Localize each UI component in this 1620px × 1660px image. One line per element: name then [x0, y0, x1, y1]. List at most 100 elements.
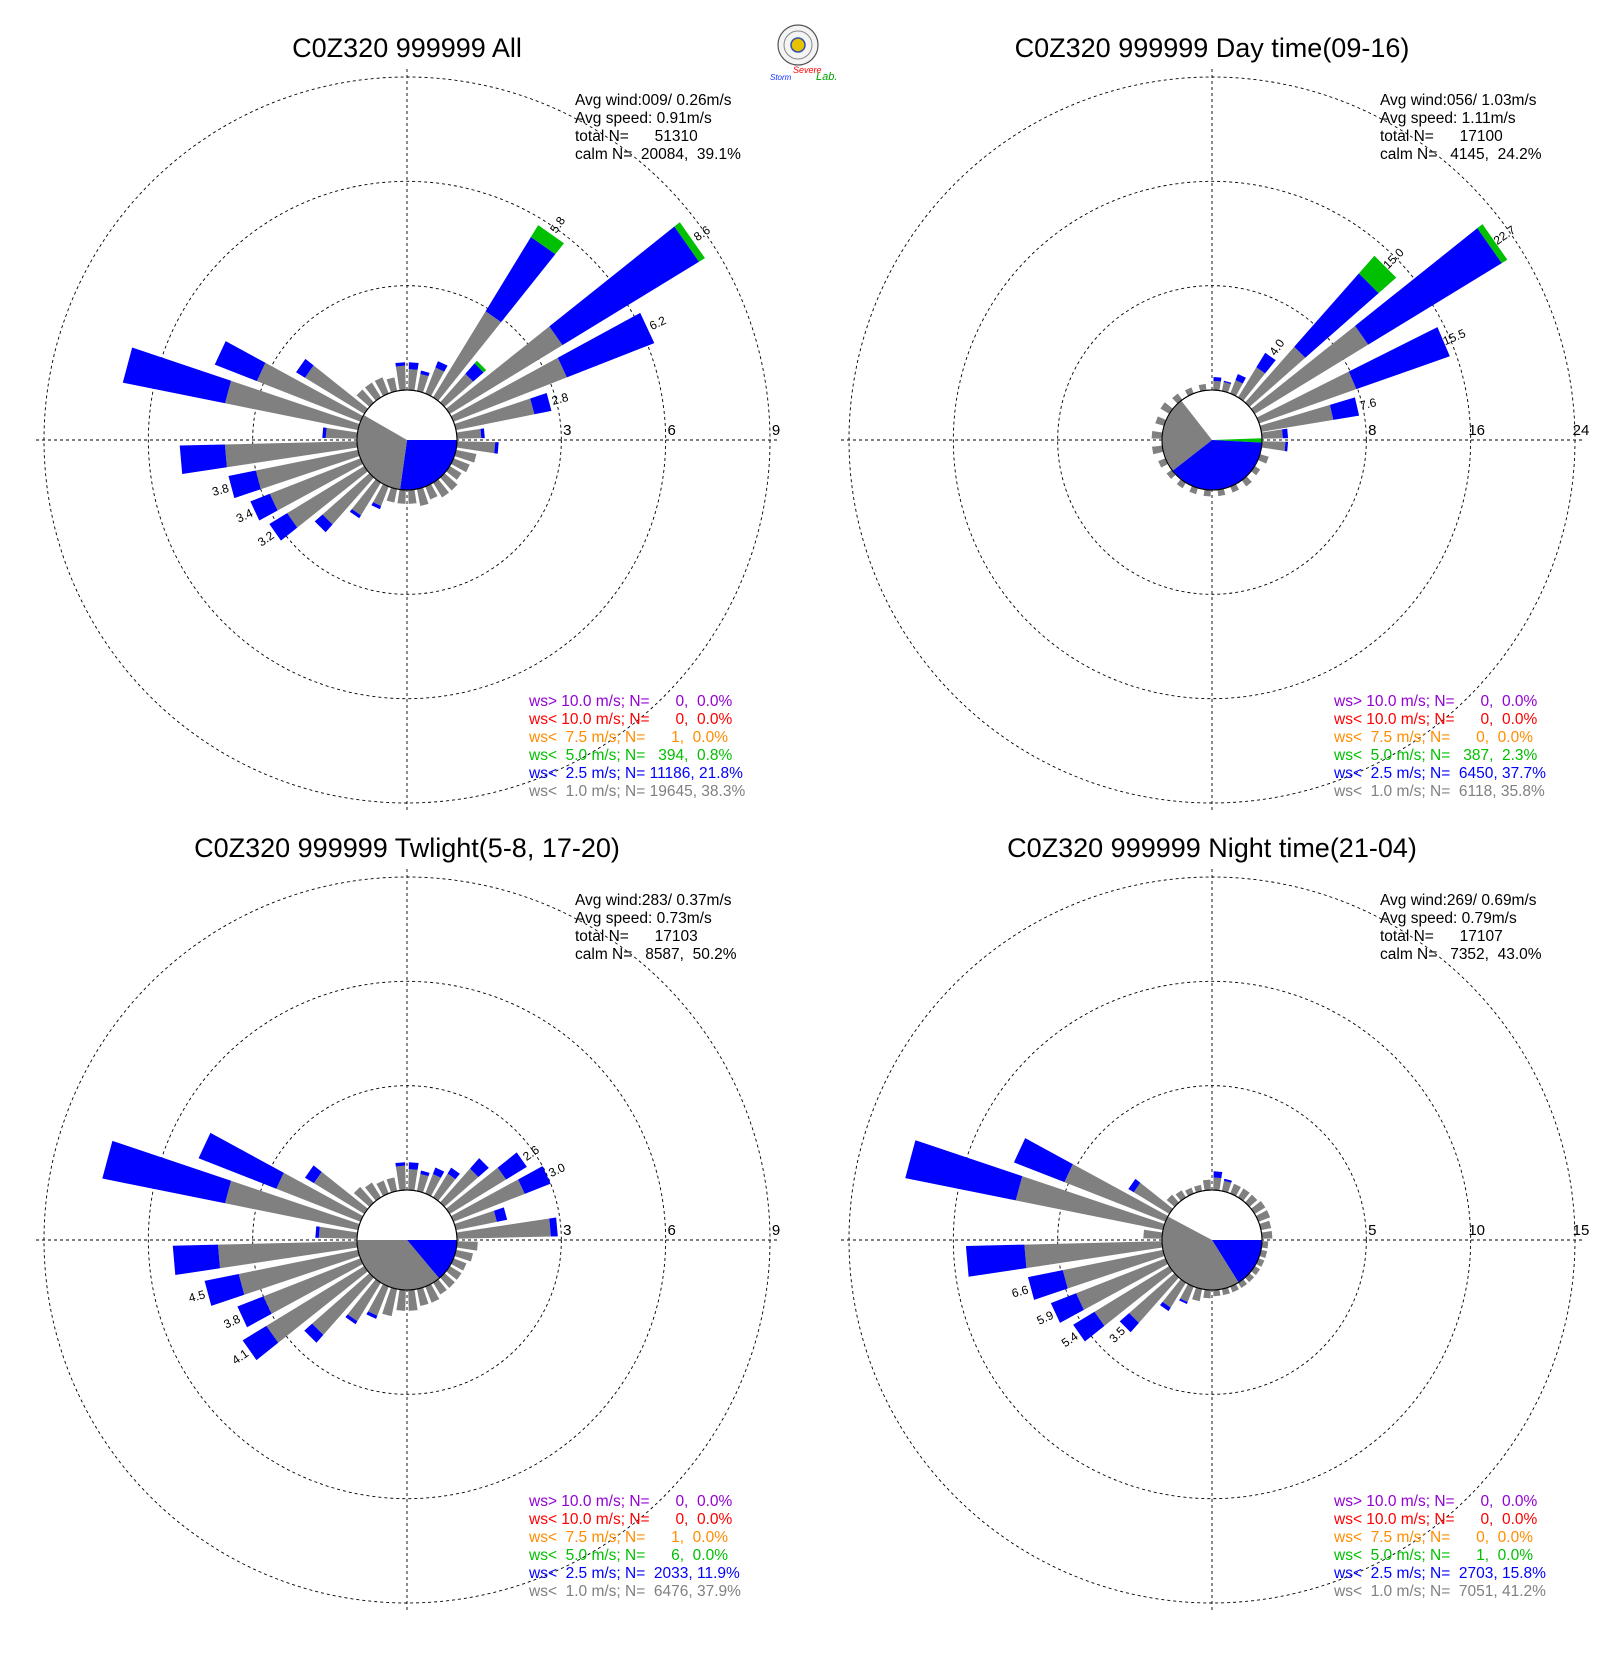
- bar-segment-lt2-5: [345, 1314, 358, 1325]
- bar-label: 7.6: [1358, 395, 1378, 412]
- bar-label: 5.8: [547, 214, 568, 236]
- bar-segment-lt2-5: [269, 513, 298, 541]
- bar-segment-lt1: [1194, 1184, 1203, 1193]
- bar-label: 6.2: [647, 313, 668, 333]
- bar-segment-lt1: [454, 1210, 497, 1231]
- bar-segment-lt1: [1245, 346, 1306, 407]
- range-ring: [147, 180, 667, 700]
- bar-segment-lt1: [1221, 1180, 1232, 1193]
- bar-segment-lt1: [382, 1287, 398, 1317]
- legend-entry: ws< 10.0 m/s; N= 0, 0.0%: [528, 1511, 733, 1528]
- bar-segment-lt2-5: [1179, 1298, 1188, 1305]
- bar-segment-lt1: [225, 380, 360, 431]
- legend-entry: ws< 2.5 m/s; N= 2703, 15.8%: [1333, 1565, 1546, 1582]
- logo-text-storm: Storm: [770, 73, 792, 82]
- bar-segment-lt1: [325, 427, 358, 439]
- legend-entry: ws> 10.0 m/s; N= 0, 0.0%: [528, 1493, 733, 1510]
- bar-segment-lt1: [1259, 404, 1334, 432]
- bar-segment-lt5: [474, 360, 487, 373]
- bar-segment-lt1: [376, 1180, 389, 1197]
- bar-segment-lt2-5: [497, 1152, 527, 1180]
- stat-avg-wind: Avg wind:056/ 1.03m/s: [1380, 92, 1537, 109]
- bar-segment-lt1: [396, 1289, 406, 1311]
- bar-segment-lt2-5: [315, 1226, 320, 1238]
- bar-segment-lt2-5: [469, 1158, 489, 1178]
- bar-segment-lt5: [1477, 224, 1508, 264]
- bar-label: 8.6: [691, 223, 713, 244]
- bar-segment-lt1: [446, 1167, 507, 1214]
- bar-label: 2.6: [520, 1142, 542, 1163]
- bar-segment-lt1: [1062, 1249, 1165, 1289]
- bar-segment-lt2-5: [214, 341, 266, 382]
- bar-segment-lt1: [433, 479, 450, 498]
- bar-segment-lt2-5: [1213, 376, 1222, 382]
- bar-segment-lt1: [1259, 1220, 1272, 1231]
- bar-segment-lt1: [454, 398, 535, 431]
- calm-circle-outline: [1161, 389, 1263, 491]
- bar-segment-lt2-5: [557, 312, 655, 378]
- bar-segment-lt2-5: [1159, 1301, 1171, 1312]
- bar-segment-lt2-5: [1213, 1171, 1223, 1179]
- bar-segment-lt2-5: [420, 1170, 430, 1177]
- bar-segment-lt1: [1238, 367, 1266, 401]
- bar-segment-lt1: [1024, 1241, 1163, 1269]
- bar-segment-lt1: [1221, 1287, 1230, 1296]
- bar-segment-lt1: [1155, 416, 1167, 426]
- bar-label: 5.9: [1035, 1308, 1056, 1328]
- bar-segment-lt1: [1189, 485, 1198, 495]
- calm-sector: [1212, 438, 1262, 443]
- bar-segment-lt1: [1203, 1289, 1211, 1299]
- bar-segment-lt1: [1151, 445, 1164, 455]
- bar-segment-lt1: [1221, 382, 1231, 393]
- bar-segment-lt2-5: [322, 427, 327, 439]
- bar-segment-lt2-5: [1128, 1178, 1141, 1193]
- bar-segment-lt1: [266, 1266, 368, 1343]
- legend-entry: ws< 1.0 m/s; N= 7051, 41.2%: [1333, 1583, 1546, 1600]
- logo-text-lab: Lab.: [816, 71, 837, 83]
- bar-label: 3.4: [234, 506, 255, 526]
- calm-circle-outline: [356, 1189, 458, 1291]
- bar-segment-lt1: [322, 473, 374, 525]
- ring-label: 15: [1573, 1222, 1590, 1239]
- bar-segment-lt1: [425, 1174, 441, 1197]
- bar-segment-lt1: [238, 1249, 360, 1295]
- severe-storm-lab-logo: Severe Storm Lab.: [770, 24, 837, 83]
- bar-segment-lt1: [364, 382, 381, 401]
- legend-entry: ws< 10.0 m/s; N= 0, 0.0%: [1333, 1511, 1538, 1528]
- legend-entry: ws< 1.0 m/s; N= 6476, 37.9%: [528, 1583, 741, 1600]
- bar-segment-lt2-5: [304, 1165, 322, 1184]
- bar-segment-lt2-5: [304, 1323, 324, 1343]
- chart-title: C0Z320 999999 Night time(21-04): [1007, 833, 1417, 863]
- bar-label: 3.5: [1106, 1324, 1128, 1346]
- bar-segment-lt1: [256, 362, 364, 422]
- bar-segment-lt1: [433, 311, 502, 401]
- ring-label: 10: [1468, 1222, 1485, 1239]
- bar-segment-lt1: [1213, 380, 1221, 391]
- bar-segment-lt2-5: [447, 1167, 460, 1180]
- bar-segment-lt1: [416, 1173, 429, 1193]
- bar-label: 4.5: [187, 1287, 207, 1305]
- bar-segment-lt1: [425, 483, 438, 500]
- bar-segment-lt1: [1261, 441, 1286, 451]
- bar-segment-lt1: [408, 1289, 418, 1311]
- bar-segment-lt1: [1192, 1287, 1203, 1302]
- bar-segment-lt1: [1015, 1176, 1165, 1231]
- bar-segment-lt1: [440, 1273, 455, 1288]
- bar-segment-lt2-5: [1235, 374, 1246, 384]
- bar-segment-lt1: [1217, 488, 1226, 497]
- bar-segment-lt2-5: [1050, 1293, 1084, 1323]
- calm-sector: [1162, 400, 1212, 471]
- bar-segment-lt1: [454, 449, 477, 463]
- bar-segment-lt1: [276, 1172, 364, 1222]
- bar-segment-lt1: [1257, 454, 1269, 464]
- stat-avg-speed: Avg speed: 0.91m/s: [575, 110, 712, 127]
- bar-segment-lt2-5: [1256, 352, 1276, 374]
- bar-segment-lt2-5: [408, 1162, 419, 1170]
- bar-segment-lt1: [433, 1173, 456, 1201]
- logo-text-severe: Severe: [793, 65, 822, 75]
- calm-sector: [357, 415, 407, 490]
- bar-segment-lt1: [1180, 1283, 1194, 1303]
- bar-segment-lt1: [450, 458, 470, 473]
- bar-segment-lt1: [456, 441, 496, 454]
- ring-label: 24: [1573, 422, 1590, 439]
